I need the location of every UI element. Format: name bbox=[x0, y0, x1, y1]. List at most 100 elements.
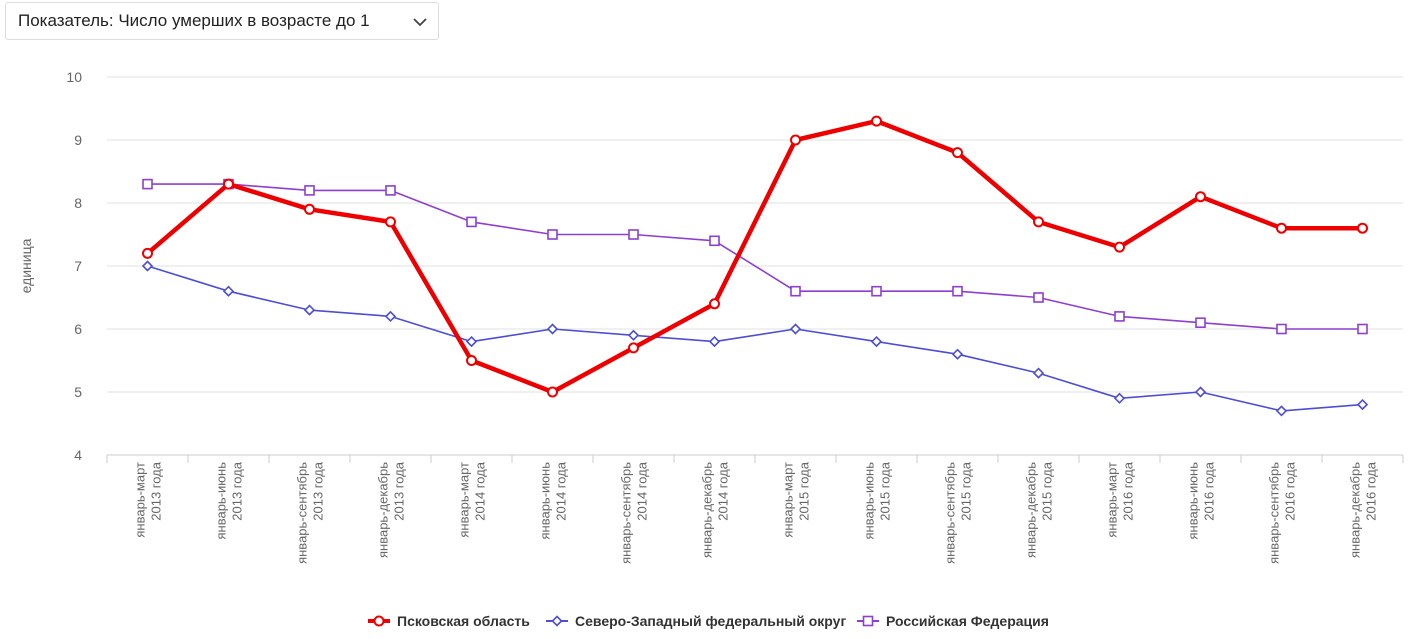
data-point bbox=[547, 229, 558, 240]
x-tick-label: январь-декабрь2014 года bbox=[700, 461, 731, 558]
legend-circle-icon bbox=[373, 615, 385, 627]
data-point bbox=[1033, 292, 1044, 303]
x-tick-label: январь-март2016 года bbox=[1105, 461, 1136, 537]
y-tick-label: 8 bbox=[74, 195, 82, 211]
data-point bbox=[1114, 241, 1125, 253]
x-tick-label-line: 2015 года bbox=[1040, 461, 1055, 521]
data-point bbox=[466, 355, 477, 366]
data-point bbox=[465, 335, 478, 348]
y-tick-label: 9 bbox=[74, 132, 82, 148]
data-point bbox=[385, 185, 396, 196]
x-tick-label-line: 2013 года bbox=[392, 461, 407, 521]
x-tick-label-line: 2014 года bbox=[716, 461, 731, 521]
legend-item: Российская Федерация bbox=[857, 613, 1049, 629]
data-point bbox=[871, 285, 882, 297]
x-tick-label-line: январь-сентябрь bbox=[943, 462, 958, 564]
x-tick-label-line: январь-июнь bbox=[214, 462, 229, 540]
y-tick-label: 7 bbox=[74, 258, 82, 274]
x-tick-label-line: январь-март bbox=[781, 462, 796, 538]
data-point bbox=[222, 285, 235, 297]
data-point bbox=[1032, 367, 1045, 379]
data-point bbox=[1276, 222, 1287, 234]
data-point bbox=[708, 335, 721, 348]
legend-item: Псковская область bbox=[368, 613, 530, 629]
legend-item: Северо-Западный федеральный округ bbox=[546, 613, 846, 629]
data-point bbox=[1275, 405, 1288, 417]
data-point bbox=[1356, 398, 1369, 411]
indicator-dropdown-label: Показатель: Число умерших в возрасте до … bbox=[18, 11, 370, 30]
legend-label: Псковская область bbox=[397, 613, 530, 629]
x-tick-label-line: 2016 года bbox=[1121, 461, 1136, 521]
series-2 bbox=[142, 178, 1368, 335]
x-tick-label-line: 2016 года bbox=[1202, 461, 1217, 521]
series-0 bbox=[142, 115, 1368, 398]
x-tick-label-line: 2015 года bbox=[959, 461, 974, 521]
data-point bbox=[627, 329, 640, 341]
x-tick-label: январь-июнь2015 года bbox=[862, 461, 893, 539]
data-point bbox=[1357, 222, 1368, 234]
data-point bbox=[223, 178, 234, 190]
data-point bbox=[628, 229, 639, 240]
legend-square-icon bbox=[862, 615, 874, 627]
x-tick-label-line: 2014 года bbox=[554, 461, 569, 521]
x-tick-label-line: январь-март bbox=[457, 462, 472, 538]
data-point bbox=[628, 342, 639, 354]
x-tick-label-line: январь-июнь bbox=[538, 462, 553, 540]
data-point bbox=[384, 310, 397, 323]
x-tick-label: январь-июнь2016 года bbox=[1186, 461, 1217, 539]
data-point bbox=[385, 216, 396, 228]
data-point bbox=[1195, 317, 1206, 329]
y-tick-label: 6 bbox=[74, 321, 82, 337]
y-tick-label: 10 bbox=[66, 69, 82, 85]
data-point bbox=[466, 216, 477, 228]
data-point bbox=[870, 335, 883, 348]
x-tick-label-line: январь-сентябрь bbox=[1267, 462, 1282, 564]
legend-diamond-icon bbox=[551, 615, 563, 627]
indicator-dropdown[interactable]: Показатель: Число умерших в возрасте до … bbox=[5, 2, 439, 40]
data-point bbox=[871, 115, 882, 127]
x-tick-label-line: 2015 года bbox=[878, 461, 893, 521]
x-tick-label-line: январь-сентябрь bbox=[295, 462, 310, 564]
x-tick-label-line: январь-декабрь bbox=[700, 462, 715, 558]
x-tick-label-line: 2016 года bbox=[1364, 461, 1379, 521]
data-point bbox=[709, 235, 720, 247]
x-tick-label-line: 2014 года bbox=[473, 461, 488, 521]
data-point bbox=[790, 134, 801, 146]
data-point bbox=[952, 147, 963, 159]
y-tick-label: 4 bbox=[74, 447, 82, 463]
data-point bbox=[546, 323, 559, 335]
legend-label: Северо-Западный федеральный округ bbox=[575, 613, 846, 629]
x-tick-label-line: 2016 года bbox=[1283, 461, 1298, 521]
series-line bbox=[147, 265, 1363, 412]
x-tick-label-line: 2015 года bbox=[797, 461, 812, 521]
data-point bbox=[142, 178, 153, 190]
data-point bbox=[709, 298, 720, 310]
x-tick-label-line: январь-сентябрь bbox=[619, 462, 634, 564]
series-line bbox=[147, 183, 1363, 330]
data-point bbox=[1276, 323, 1287, 335]
x-tick-label-line: январь-июнь bbox=[862, 462, 877, 540]
x-tick-label: январь-сентябрь2014 года bbox=[619, 461, 650, 564]
x-tick-label: январь-март2014 года bbox=[457, 461, 488, 537]
y-axis-label: единица bbox=[18, 238, 34, 293]
data-point bbox=[1195, 191, 1206, 203]
data-point bbox=[1357, 323, 1368, 335]
x-tick-label: январь-декабрь2016 года bbox=[1348, 461, 1379, 558]
x-tick-label-line: 2014 года bbox=[635, 461, 650, 521]
data-point bbox=[304, 203, 315, 215]
data-point bbox=[1194, 386, 1207, 398]
x-tick-label-line: 2013 года bbox=[230, 461, 245, 521]
series-1 bbox=[141, 260, 1369, 417]
x-tick-label-line: 2013 года bbox=[311, 461, 326, 521]
x-tick-label: январь-март2013 года bbox=[133, 461, 164, 537]
data-point bbox=[547, 386, 558, 398]
x-tick-label: январь-сентябрь2013 года bbox=[295, 461, 326, 564]
data-point bbox=[304, 185, 315, 196]
data-point bbox=[790, 285, 801, 297]
x-tick-label: январь-июнь2014 года bbox=[538, 461, 569, 539]
chevron-down-icon bbox=[413, 18, 427, 27]
x-tick-label: январь-декабрь2015 года bbox=[1024, 461, 1055, 558]
data-point bbox=[1033, 216, 1044, 228]
x-tick-label-line: январь-март bbox=[133, 462, 148, 538]
